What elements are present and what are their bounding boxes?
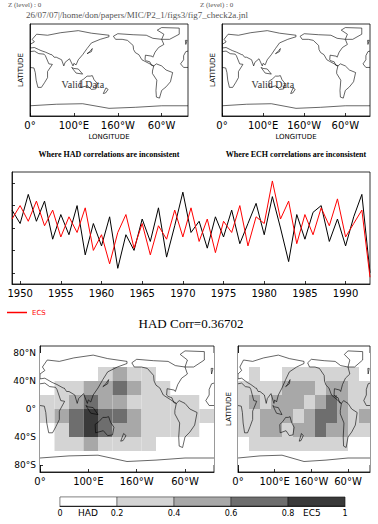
svg-text:0.2: 0.2 [111,509,124,518]
svg-text:1955: 1955 [48,288,73,299]
svg-text:60°W: 60°W [332,120,360,131]
svg-text:1970: 1970 [170,288,195,299]
svg-text:26/07/07|/home/don/papers/MIC/: 26/07/07|/home/don/papers/MIC/P2_1/figs3… [26,10,249,20]
svg-text:0: 0 [57,509,62,518]
svg-text:60°W: 60°W [334,476,362,487]
svg-text:60°W: 60°W [171,476,199,487]
svg-text:160°W: 160°W [294,476,328,487]
svg-text:40°N: 40°N [13,376,36,386]
svg-text:Valid Data: Valid Data [252,79,295,90]
svg-text:0.6: 0.6 [225,509,238,518]
svg-text:LATITUDE: LATITUDE [209,53,217,87]
svg-text:1975: 1975 [211,288,236,299]
svg-text:60°W: 60°W [148,120,176,131]
svg-text:100°E: 100°E [259,476,289,487]
svg-text:1965: 1965 [129,288,154,299]
svg-text:1980: 1980 [252,288,277,299]
svg-text:160°W: 160°W [101,120,135,131]
svg-text:HAD: HAD [78,508,98,518]
svg-text:80°N: 80°N [13,348,36,358]
svg-text:100°E: 100°E [59,120,89,131]
svg-text:Z (level) : 0: Z (level) : 0 [200,1,234,9]
svg-text:160°W: 160°W [120,476,154,487]
svg-text:0°: 0° [216,120,227,131]
svg-text:Valid Data: Valid Data [62,79,105,90]
svg-text:1950: 1950 [7,288,32,299]
svg-text:ECS: ECS [32,309,46,317]
svg-text:1960: 1960 [89,288,114,299]
svg-text:Where HAD correlations are inc: Where HAD correlations are inconsistent [39,150,180,159]
svg-text:LATITUDE: LATITUDE [225,392,233,426]
svg-text:Where ECH correlations are inc: Where ECH correlations are inconsistent [226,150,367,159]
svg-text:0°: 0° [24,120,35,131]
svg-text:0°: 0° [34,476,45,487]
svg-text:80°S: 80°S [14,460,36,470]
svg-text:160°W: 160°W [287,120,321,131]
svg-text:Z (level) : 0: Z (level) : 0 [8,1,42,9]
svg-text:1: 1 [342,509,347,518]
svg-text:1985: 1985 [292,288,317,299]
svg-text:100°E: 100°E [248,120,278,131]
svg-text:LONGITUDE: LONGITUDE [88,133,129,141]
svg-text:1990: 1990 [333,288,358,299]
svg-text:HAD Corr=0.36702: HAD Corr=0.36702 [139,316,244,331]
svg-text:LONGITUDE: LONGITUDE [275,133,316,141]
svg-text:LATITUDE: LATITUDE [17,53,25,87]
svg-text:0°: 0° [232,476,243,487]
svg-text:0.4: 0.4 [168,509,181,518]
svg-text:0°: 0° [26,404,36,414]
svg-text:0.8: 0.8 [282,509,295,518]
svg-text:EC5: EC5 [303,508,321,518]
svg-text:100°E: 100°E [73,476,103,487]
svg-text:40°S: 40°S [14,432,36,442]
